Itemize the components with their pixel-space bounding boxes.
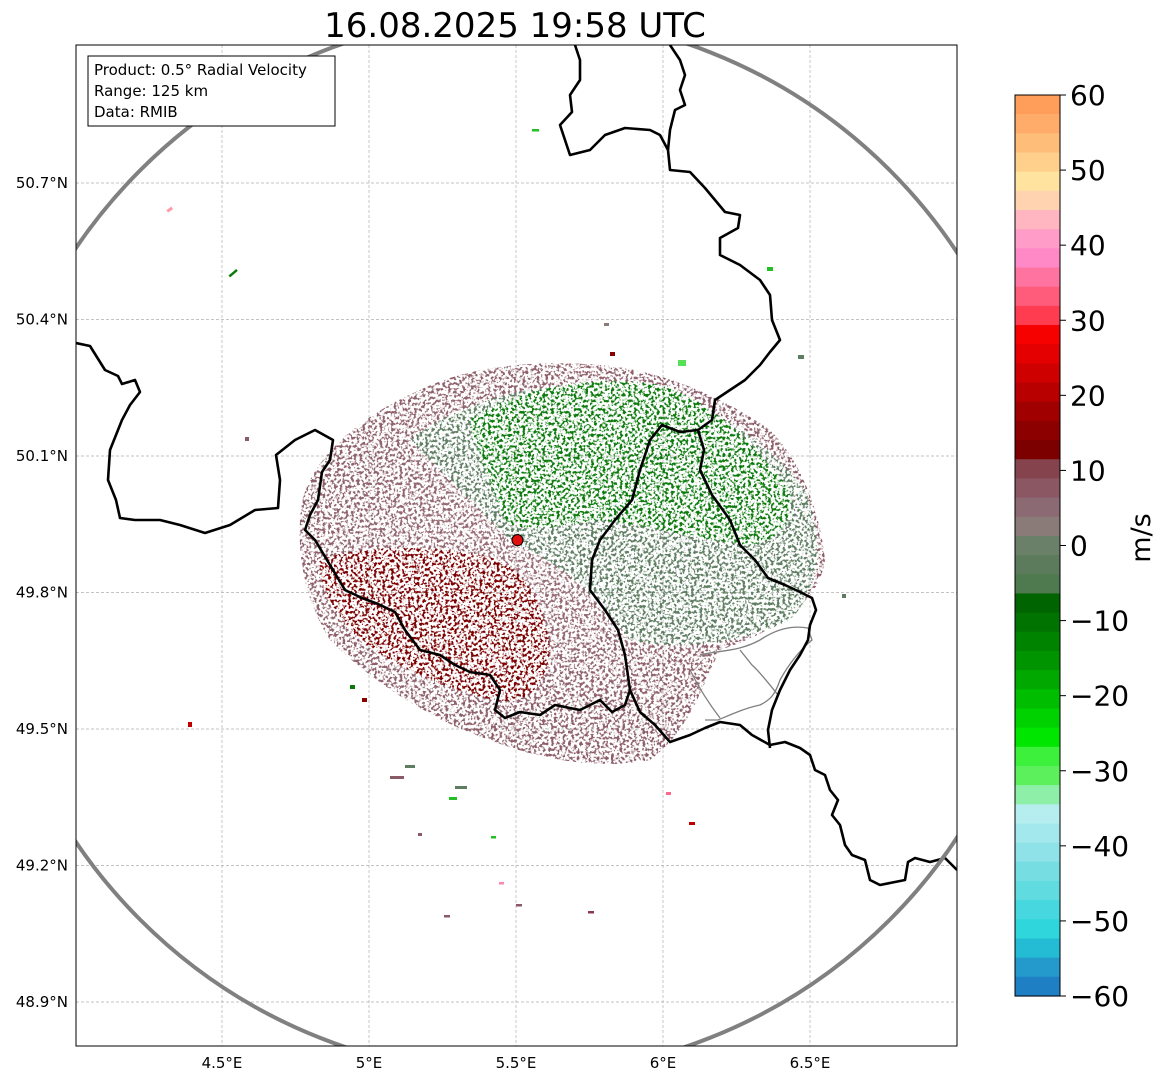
colorbar-cell: [1015, 248, 1060, 269]
colorbar-cell: [1015, 938, 1060, 959]
colorbar-cell: [1015, 286, 1060, 307]
colorbar-cell: [1015, 478, 1060, 499]
lon-tick-label: 6.5°E: [790, 1054, 831, 1072]
colorbar-cell: [1015, 171, 1060, 192]
colorbar-cell: [1015, 95, 1060, 115]
colorbar-cell: [1015, 842, 1060, 863]
lon-tick-label: 5.5°E: [496, 1054, 537, 1072]
subregion-borders: [689, 626, 813, 721]
info-range: Range: 125 km: [94, 82, 208, 100]
colorbar-cell: [1015, 459, 1060, 480]
lat-tick-label: 50.1°N: [16, 447, 68, 465]
colorbar: 60 50 40 30 20 10 0 −10 −20 −30 −40 −50 −60 m/s: [1014, 79, 1157, 1013]
colorbar-cell: [1015, 880, 1060, 901]
colorbar-tick-label: −30: [1070, 755, 1129, 788]
colorbar-cell: [1015, 976, 1060, 997]
colorbar-tick-label: 60: [1070, 79, 1106, 112]
lat-tick-label: 48.9°N: [16, 993, 68, 1011]
colorbar-cell: [1015, 420, 1060, 441]
colorbar-cell: [1015, 363, 1060, 384]
colorbar-cell: [1015, 746, 1060, 767]
lat-tick-label: 49.5°N: [16, 720, 68, 738]
colorbar-tick-label: 50: [1070, 154, 1106, 187]
colorbar-tick-label: −50: [1070, 905, 1129, 938]
lat-tick-label: 49.8°N: [16, 584, 68, 602]
lat-tick-label: 50.7°N: [16, 174, 68, 192]
colorbar-cell: [1015, 612, 1060, 633]
lat-tick-label: 49.2°N: [16, 857, 68, 875]
info-box: Product: 0.5° Radial Velocity Range: 125…: [87, 55, 336, 127]
colorbar-cell: [1015, 497, 1060, 518]
colorbar-tick-label: −20: [1070, 680, 1129, 713]
colorbar-tick-label: −40: [1070, 830, 1129, 863]
colorbar-cell: [1015, 516, 1060, 537]
colorbar-cell: [1015, 689, 1060, 710]
lon-tick-label: 6°E: [650, 1054, 677, 1072]
radar-site-marker: [511, 534, 524, 547]
colorbar-tick-label: 10: [1070, 454, 1106, 487]
colorbar-cell: [1015, 555, 1060, 575]
info-data-source: Data: RMIB: [94, 103, 178, 121]
colorbar-cell: [1015, 785, 1060, 805]
colorbar-cell: [1015, 957, 1060, 978]
colorbar-cell: [1015, 114, 1060, 134]
colorbar-cell: [1015, 401, 1060, 422]
colorbar-cell: [1015, 305, 1060, 326]
colorbar-cell: [1015, 133, 1060, 154]
colorbar-cell: [1015, 382, 1060, 403]
colorbar-cell: [1015, 765, 1060, 786]
colorbar-cell: [1015, 631, 1060, 652]
strong-receding-region: [319, 548, 550, 701]
colorbar-cell: [1015, 440, 1060, 460]
colorbar-cell: [1015, 593, 1060, 614]
colorbar-cell: [1015, 650, 1060, 671]
map-frame: [75, 44, 958, 1047]
colorbar-cell: [1015, 823, 1060, 844]
velocity-echoes: [166, 129, 846, 918]
colorbar-cell: [1015, 574, 1060, 595]
latitude-tick-labels: 50.7°N 50.4°N 50.1°N 49.8°N 49.5°N 49.2°N 48.9…: [16, 174, 68, 1011]
colorbar-cell: [1015, 804, 1060, 825]
colorbar-tick-label: 40: [1070, 229, 1106, 262]
colorbar-cell: [1015, 861, 1060, 882]
colorbar-tick-label: −10: [1070, 605, 1129, 638]
colorbar-cell: [1015, 210, 1060, 230]
colorbar-label: m/s: [1126, 513, 1157, 562]
map-area: [76, 45, 957, 1046]
colorbar-tick-label: 30: [1070, 304, 1106, 337]
colorbar-cell: [1015, 727, 1060, 748]
colorbar-cell: [1015, 535, 1060, 556]
colorbar-cell: [1015, 919, 1060, 940]
colorbar-cell: [1015, 152, 1060, 173]
lon-tick-label: 4.5°E: [202, 1054, 243, 1072]
info-product: Product: 0.5° Radial Velocity: [94, 61, 307, 79]
colorbar-cell: [1015, 267, 1060, 288]
colorbar-tick-label: 0: [1070, 530, 1088, 563]
colorbar-cell: [1015, 900, 1060, 920]
lon-tick-label: 5°E: [356, 1054, 383, 1072]
colorbar-tick-label: −60: [1070, 980, 1129, 1013]
map-title: 16.08.2025 19:58 UTC: [324, 6, 706, 46]
lat-tick-label: 50.4°N: [16, 311, 68, 329]
colorbar-cell: [1015, 344, 1060, 364]
longitude-tick-labels: 4.5°E 5°E 5.5°E 6°E 6.5°E: [202, 1054, 831, 1072]
colorbar-cell: [1015, 708, 1060, 729]
country-borders: [76, 45, 957, 887]
colorbar-cell: [1015, 670, 1060, 690]
colorbar-cell: [1015, 229, 1060, 249]
colorbar-tick-label: 20: [1070, 379, 1106, 412]
colorbar-cell: [1015, 325, 1060, 345]
colorbar-cell: [1015, 190, 1060, 211]
